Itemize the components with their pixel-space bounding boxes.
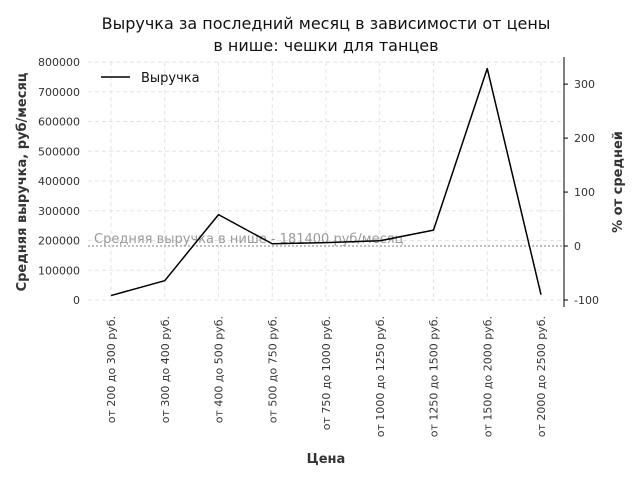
y2-tick-label: -100 [574, 294, 599, 307]
y2-axis-label: % от средней [611, 131, 626, 233]
series-layer [110, 67, 542, 297]
x-tick-label: от 2000 до 2500 руб. [535, 316, 548, 437]
right-y-axis: -100 0 100 200 300 [563, 57, 599, 307]
x-axis: от 200 до 300 руб. от 300 до 400 руб. от 4… [105, 316, 548, 437]
average-annotation: Средняя выручка в нише - 181400 руб/меся… [94, 232, 404, 247]
y-tick-label: 100000 [38, 264, 80, 277]
chart-title-line-1: Выручка за последний месяц в зависимости… [102, 14, 551, 33]
y2-tick-label: 200 [574, 132, 595, 145]
y2-tick-label: 300 [574, 78, 595, 91]
left-y-axis: 0 100000 200000 300000 400000 500000 600000 700… [38, 56, 80, 307]
chart-title-line-2: в нише: чешки для танцев [213, 36, 438, 55]
y-tick-label: 200000 [38, 235, 80, 248]
y-tick-label: 700000 [38, 86, 80, 99]
x-axis-label: Цена [307, 452, 346, 467]
y-tick-label: 400000 [38, 175, 80, 188]
y-tick-label: 600000 [38, 116, 80, 129]
x-tick-label: от 400 до 500 руб. [213, 316, 226, 423]
y-tick-label: 300000 [38, 205, 80, 218]
series-line-revenue [110, 67, 542, 297]
x-tick-label: от 500 до 750 руб. [266, 316, 279, 423]
y-axis-label: Средняя выручка, руб/месяц [15, 72, 30, 291]
y2-tick-label: 100 [574, 186, 595, 199]
x-tick-label: от 200 до 300 руб. [105, 316, 118, 423]
x-tick-label: от 300 до 400 руб. [159, 316, 172, 423]
y2-tick-label: 0 [574, 240, 581, 253]
y-tick-label: 0 [73, 294, 80, 307]
y-tick-label: 800000 [38, 56, 80, 69]
grid [88, 61, 564, 301]
x-tick-label: от 1000 до 1250 руб. [374, 316, 387, 437]
x-tick-label: от 1500 до 2000 руб. [481, 316, 494, 437]
y-tick-label: 500000 [38, 145, 80, 158]
x-tick-label: от 1250 до 1500 руб. [428, 316, 441, 437]
x-tick-label: от 750 до 1000 руб. [320, 316, 333, 430]
legend-label-revenue: Выручка [141, 71, 200, 86]
legend: Выручка [101, 71, 200, 86]
